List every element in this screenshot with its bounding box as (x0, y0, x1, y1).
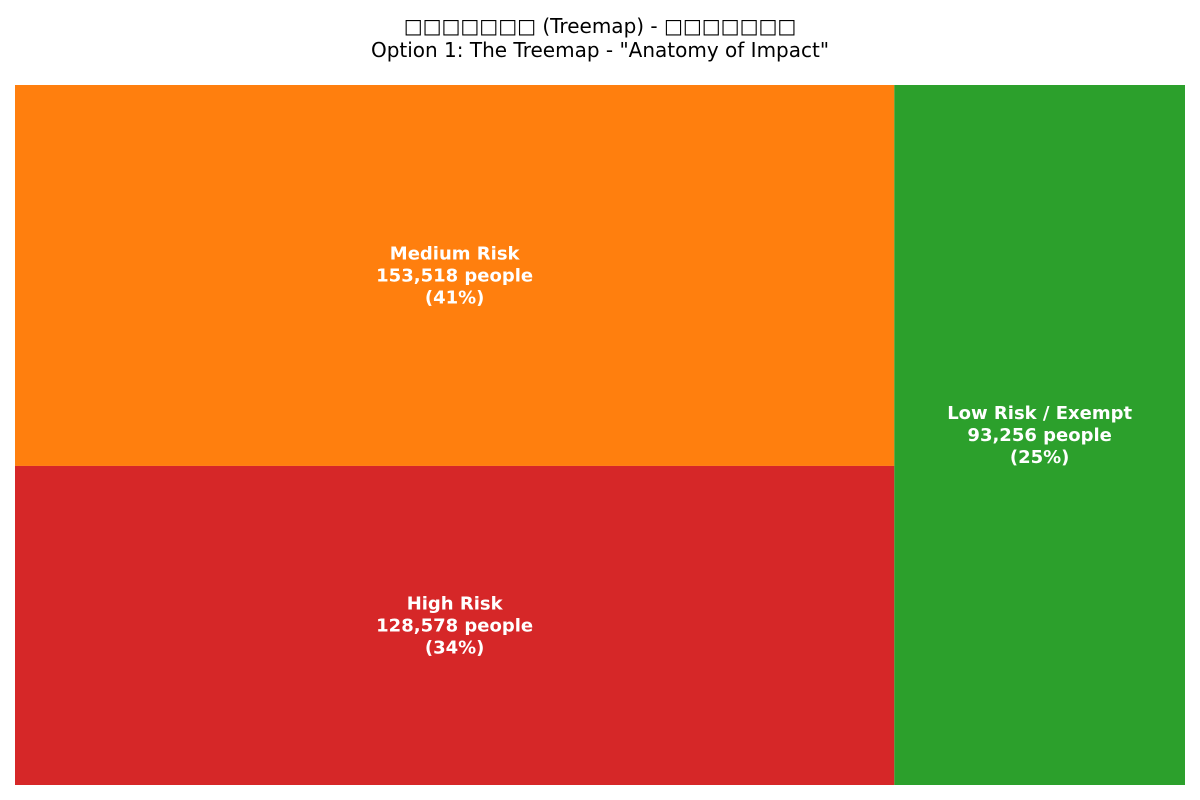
treemap-tile-high-risk (15, 465, 895, 785)
tile-value: 93,256 people (967, 425, 1111, 446)
treemap-label-high-risk: High Risk 128,578 people (34%) (376, 593, 533, 658)
tile-name: Low Risk / Exempt (947, 403, 1132, 424)
tile-percent: (34%) (425, 637, 485, 658)
tile-name: Medium Risk (390, 243, 521, 264)
tile-name: High Risk (407, 593, 504, 614)
tile-value: 128,578 people (376, 615, 533, 636)
chart-title: □□□□□□□ (Treemap) - □□□□□□□ Option 1: Th… (0, 14, 1200, 62)
tile-value: 153,518 people (376, 265, 533, 286)
treemap-label-medium-risk: Medium Risk 153,518 people (41%) (376, 243, 533, 308)
treemap-tile-medium-risk (15, 85, 895, 466)
tile-percent: (25%) (1010, 447, 1070, 468)
chart-title-line-2: Option 1: The Treemap - "Anatomy of Impa… (370, 38, 830, 62)
treemap-label-low-risk-exempt: Low Risk / Exempt 93,256 people (25%) (947, 403, 1132, 468)
treemap-tile-low-risk-exempt (894, 85, 1185, 785)
tile-percent: (41%) (425, 287, 485, 308)
chart-title-line-1: □□□□□□□ (Treemap) - □□□□□□□ (403, 14, 797, 38)
